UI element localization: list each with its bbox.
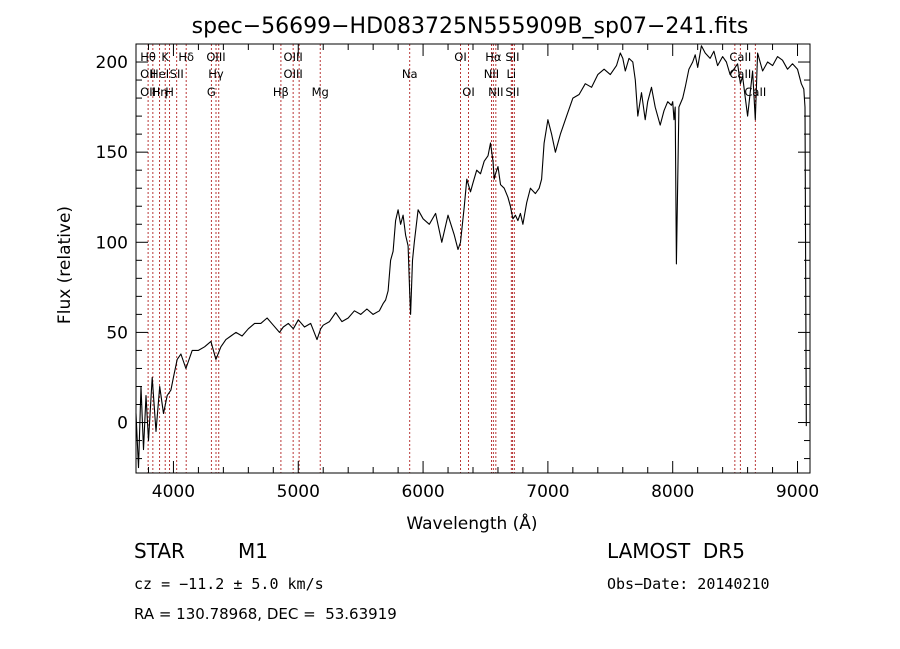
- x-tick-label: 5000: [277, 482, 320, 502]
- y-tick-label: 100: [96, 233, 128, 253]
- x-tick-label: 9000: [776, 482, 819, 502]
- y-tick-label: 50: [106, 323, 128, 343]
- line-label: SII: [505, 85, 519, 99]
- line-label: CaII: [729, 67, 751, 81]
- chart-title: spec−56699−HD083725N555909B_sp07−241.fit…: [192, 14, 749, 39]
- line-label: Mg: [312, 85, 329, 99]
- line-label: CaII: [729, 50, 751, 64]
- x-tick-label: 4000: [152, 482, 195, 502]
- line-label: OIII: [284, 67, 303, 81]
- x-tick-label: 7000: [526, 482, 569, 502]
- line-label: CaII: [744, 85, 766, 99]
- line-label: OII: [140, 67, 156, 81]
- spectrum-line: [135, 45, 807, 469]
- line-label: Li: [507, 67, 517, 81]
- line-label: K: [161, 50, 169, 64]
- y-tick-label: 0: [117, 414, 128, 434]
- line-label: OIII: [206, 50, 225, 64]
- line-label: G: [207, 85, 216, 99]
- redshift-text: cz = −11.2 ± 5.0 km/s: [134, 575, 324, 593]
- line-label: Hγ: [208, 67, 224, 81]
- line-label: Na: [402, 67, 418, 81]
- line-label: HeI: [150, 67, 169, 81]
- line-label: OI: [454, 50, 466, 64]
- line-label-group: HθOIIOIIHeIHηKHSIIHδGOIIIHγHβOIIIOIIIMgN…: [140, 50, 766, 99]
- line-label: SII: [505, 50, 519, 64]
- coordinates-text: RA = 130.78968, DEC = 53.63919: [134, 605, 397, 623]
- object-class: STAR: [134, 539, 185, 563]
- plot-frame: [135, 43, 811, 474]
- line-label: OII: [140, 85, 156, 99]
- x-axis-label: Wavelength (Å): [406, 512, 537, 534]
- x-axis: 4000 5000 6000 7000 8000 9000: [147, 44, 819, 502]
- x-tick-label: 8000: [651, 482, 694, 502]
- y-tick-label: 200: [96, 53, 128, 73]
- x-tick-label: 6000: [401, 482, 444, 502]
- object-subclass: M1: [238, 539, 268, 563]
- line-label: Hδ: [178, 50, 194, 64]
- line-label: NII: [488, 85, 503, 99]
- line-label: Hα: [485, 50, 502, 64]
- line-label: H: [165, 85, 174, 99]
- y-tick-label: 150: [96, 143, 128, 163]
- line-label: SII: [170, 67, 184, 81]
- line-label: Hη: [152, 85, 168, 99]
- obs-date-text: Obs−Date: 20140210: [607, 575, 770, 593]
- line-marker-group: [147, 44, 756, 473]
- line-label: Hθ: [140, 50, 156, 64]
- line-label: OI: [462, 85, 474, 99]
- y-axis-label: Flux (relative): [55, 206, 75, 324]
- y-axis: 0 50 100 150 200: [96, 43, 810, 460]
- line-label: NII: [484, 67, 499, 81]
- survey-name: LAMOST DR5: [607, 539, 745, 563]
- line-label: Hβ: [273, 85, 289, 99]
- line-label: OIII: [284, 50, 303, 64]
